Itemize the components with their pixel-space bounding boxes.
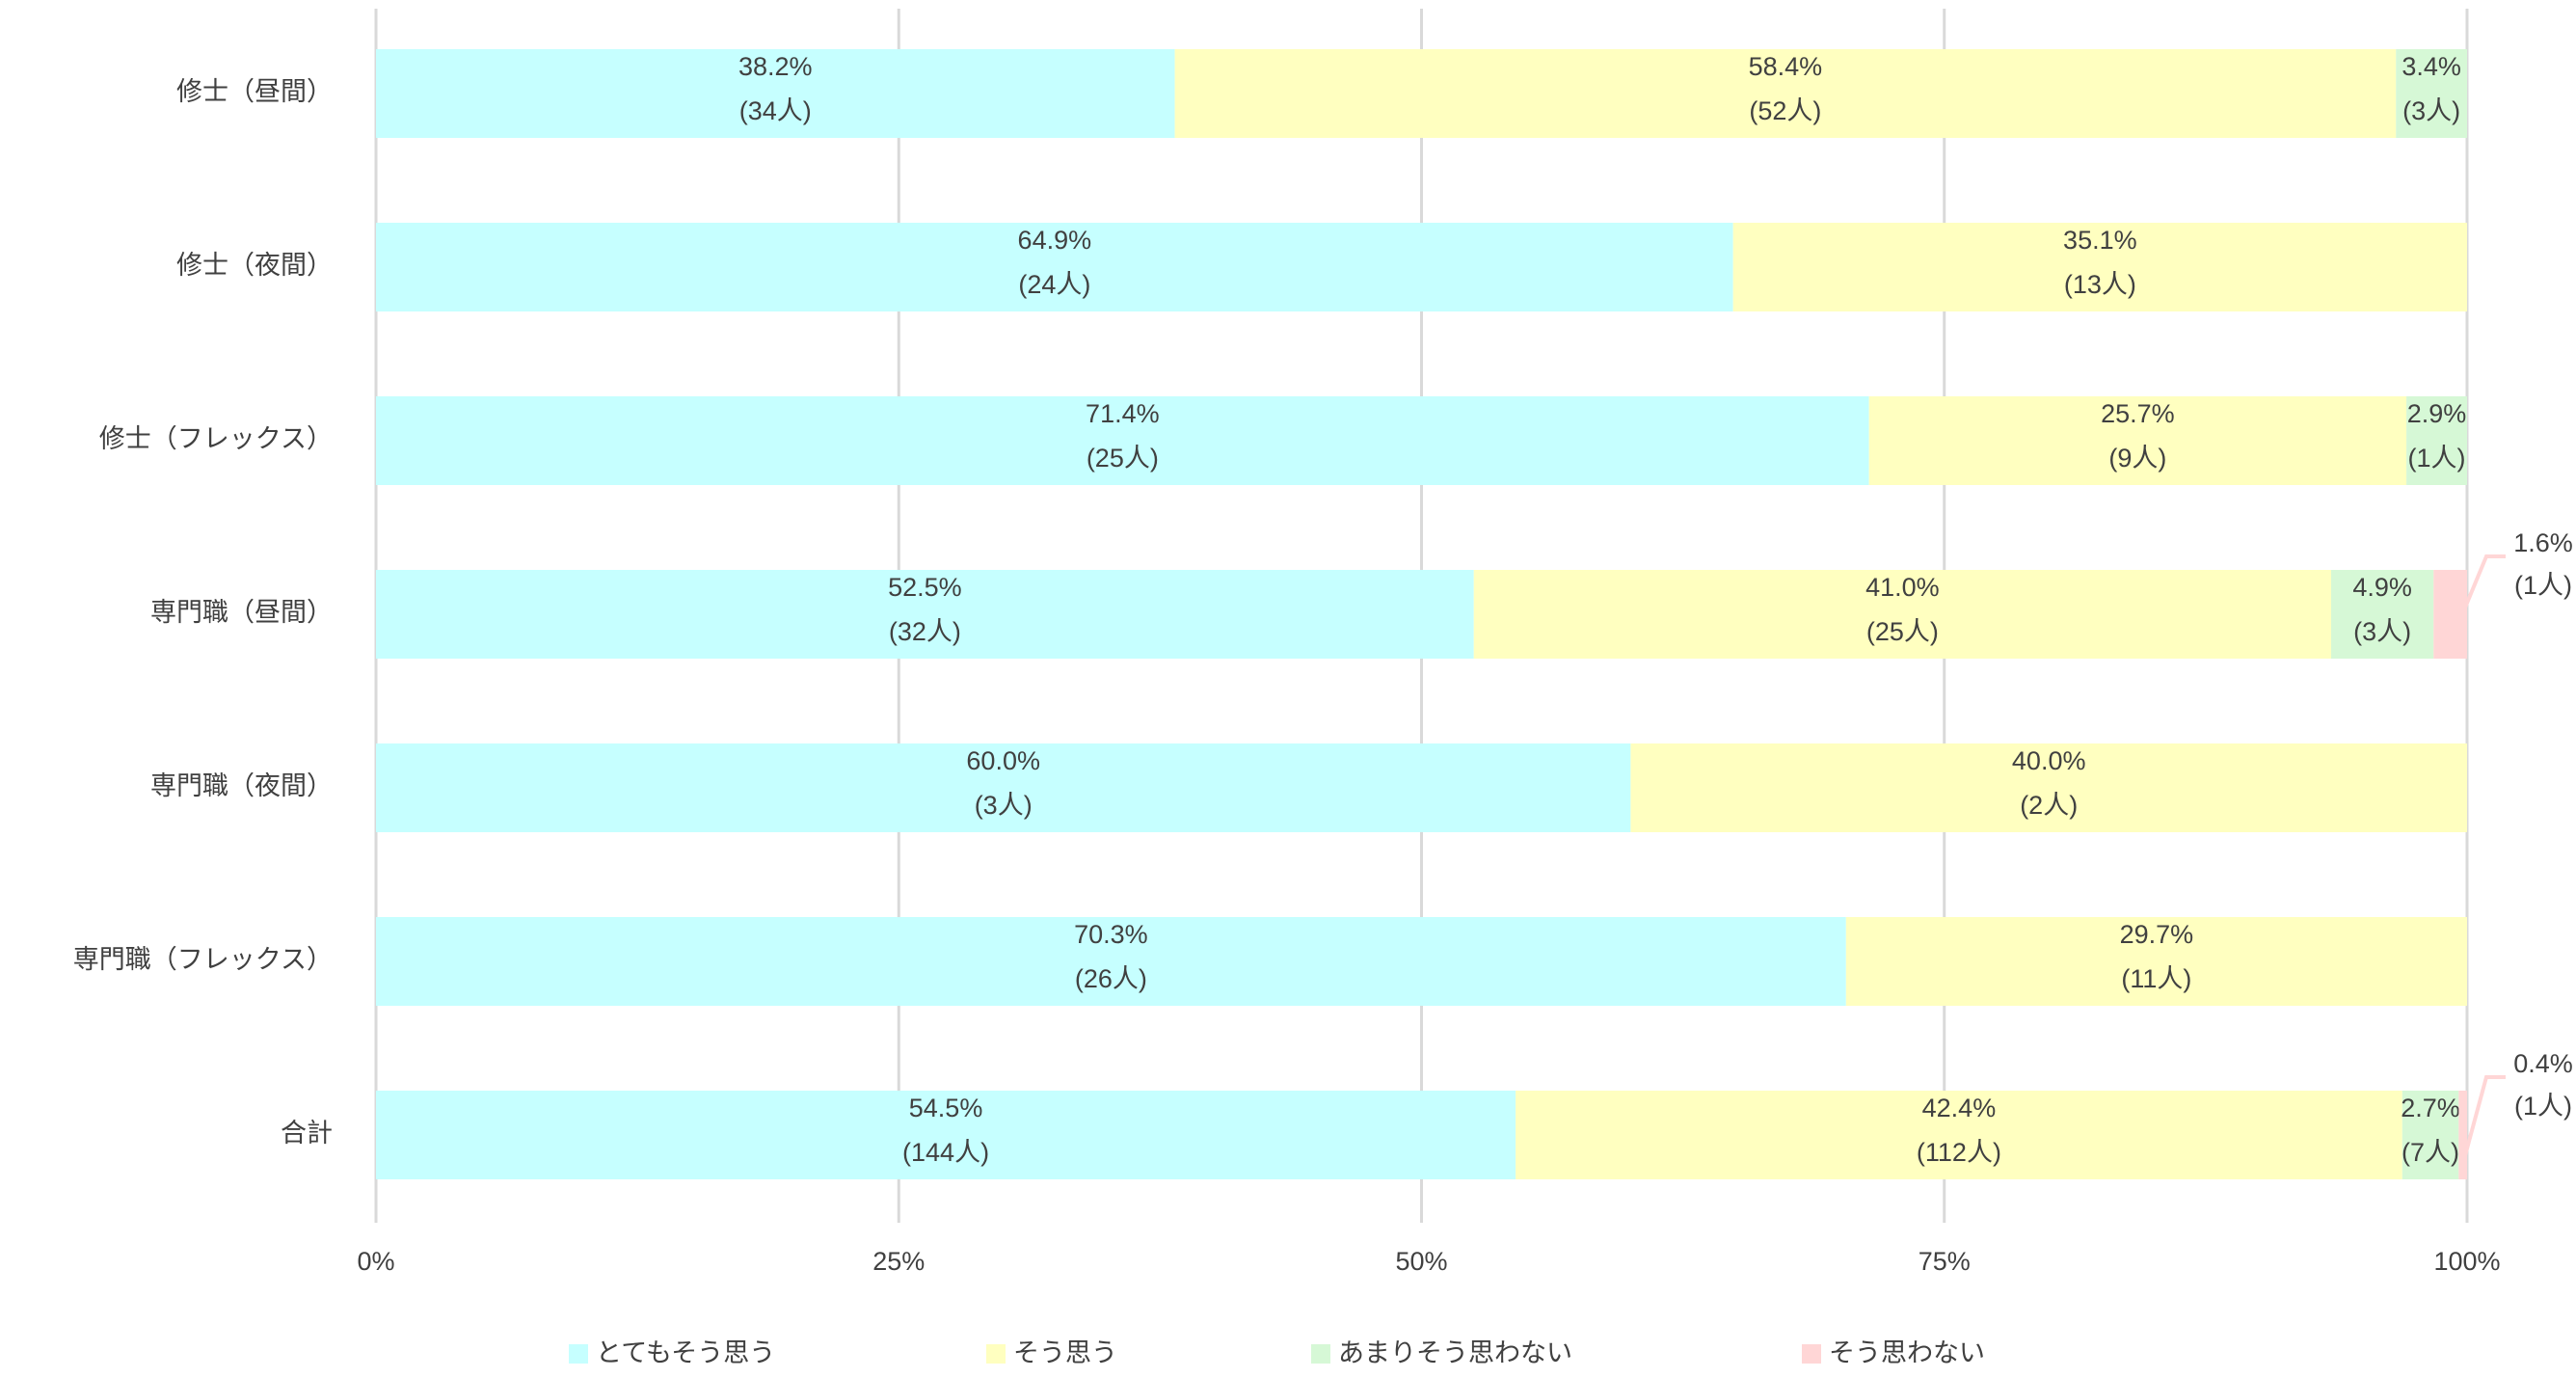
y-tick-label: 修士（フレックス）	[99, 424, 333, 453]
bar-segment	[376, 49, 1175, 138]
data-label: (2人)	[2020, 791, 2078, 820]
data-label: (13人)	[2064, 270, 2136, 299]
bar-segment	[376, 570, 1474, 659]
data-label: 1.6%	[2513, 528, 2573, 557]
y-tick-label: 修士（昼間）	[176, 77, 333, 106]
bar-segment	[1174, 49, 2397, 138]
data-label: 38.2%	[738, 52, 813, 81]
bar-segment	[376, 917, 1846, 1006]
data-label: (25人)	[1866, 617, 1939, 646]
data-label: (24人)	[1018, 270, 1090, 299]
data-label: 35.1%	[2063, 226, 2137, 255]
data-label: (11人)	[2121, 964, 2191, 993]
data-label: (1人)	[2514, 1092, 2572, 1121]
bar-segment	[1516, 1091, 2402, 1179]
legend-label: そう思う	[1013, 1338, 1117, 1367]
data-label: 58.4%	[1749, 52, 1823, 81]
legend-label: そう思わない	[1829, 1338, 1985, 1367]
data-label: (112人)	[1917, 1138, 2001, 1167]
bar-segment	[376, 223, 1733, 311]
data-label: 29.7%	[2120, 920, 2194, 949]
bar-segment	[1732, 223, 2467, 311]
legend-label: あまりそう思わない	[1338, 1338, 1572, 1367]
data-label: (26人)	[1075, 964, 1147, 993]
bar-segment	[2406, 396, 2467, 485]
bar-segment	[2396, 49, 2467, 138]
data-label: 4.9%	[2352, 573, 2412, 602]
y-tick-label: 専門職（フレックス）	[73, 945, 333, 974]
data-label: 0.4%	[2513, 1049, 2573, 1078]
bar-segment	[376, 396, 1869, 485]
data-label: 41.0%	[1865, 573, 1940, 602]
data-label: 54.5%	[909, 1094, 983, 1122]
bar-segment	[376, 743, 1631, 832]
x-tick-label: 0%	[357, 1247, 394, 1276]
y-tick-label: 修士（夜間）	[176, 251, 333, 280]
data-label: (9人)	[2108, 444, 2166, 473]
bar-segment	[1868, 396, 2407, 485]
data-label: (3人)	[2353, 617, 2411, 646]
bar-segment	[1630, 743, 2467, 832]
legend-swatch	[1802, 1344, 1821, 1364]
data-label: 60.0%	[966, 746, 1040, 775]
leader-line	[2460, 1075, 2506, 1165]
data-label: (3人)	[975, 791, 1033, 820]
data-label: 64.9%	[1018, 226, 1092, 255]
data-label: 3.4%	[2402, 52, 2461, 81]
bar-segment	[1845, 917, 2467, 1006]
x-tick-label: 25%	[872, 1247, 925, 1276]
data-label: 2.9%	[2407, 399, 2467, 428]
legend-swatch	[986, 1344, 1006, 1364]
y-tick-label: 専門職（昼間）	[150, 598, 333, 627]
data-label: (3人)	[2402, 96, 2460, 125]
data-label: 2.7%	[2401, 1094, 2460, 1122]
bar-segment	[2331, 570, 2434, 659]
data-label: 52.5%	[888, 573, 962, 602]
x-tick-label: 100%	[2433, 1247, 2500, 1276]
bar-segment	[2402, 1091, 2459, 1179]
bar-segment	[2458, 1091, 2467, 1179]
leader-line	[2448, 554, 2506, 644]
data-label: (1人)	[2408, 444, 2466, 473]
data-label: 70.3%	[1074, 920, 1148, 949]
x-tick-label: 50%	[1395, 1247, 1447, 1276]
legend-label: とてもそう思う	[596, 1338, 775, 1367]
data-label: (144人)	[902, 1138, 989, 1167]
data-label: (25人)	[1087, 444, 1159, 473]
bar-segment	[376, 1091, 1516, 1179]
data-label: (52人)	[1749, 96, 1821, 125]
legend-swatch	[569, 1344, 588, 1364]
data-label: (34人)	[739, 96, 812, 125]
data-label: 42.4%	[1922, 1094, 1997, 1122]
y-tick-label: 専門職（夜間）	[150, 771, 333, 800]
data-label: 71.4%	[1086, 399, 1160, 428]
data-label: 40.0%	[2012, 746, 2086, 775]
x-tick-label: 75%	[1919, 1247, 1971, 1276]
data-label: 25.7%	[2101, 399, 2175, 428]
bar-segment	[1473, 570, 2332, 659]
data-label: (7人)	[2402, 1138, 2459, 1167]
legend-swatch	[1311, 1344, 1330, 1364]
data-label: (32人)	[889, 617, 961, 646]
y-tick-label: 合計	[281, 1119, 333, 1148]
data-label: (1人)	[2514, 571, 2572, 600]
